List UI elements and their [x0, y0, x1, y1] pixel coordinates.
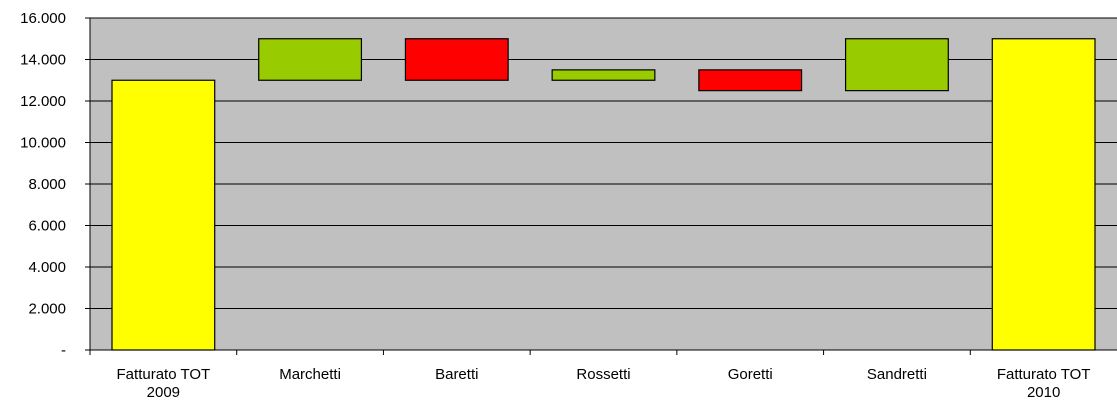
y-tick-label: 16.000 [20, 10, 66, 27]
x-axis-ticks: Fatturato TOT 2009 Marchetti Baretti Rossett… [89, 350, 1091, 400]
y-tick-label: 4.000 [28, 259, 66, 276]
bars [111, 38, 1096, 351]
category-label: Rossetti [576, 366, 630, 383]
bar [551, 69, 656, 81]
category-label: Goretti [728, 366, 773, 383]
category-label: Fatturato TOT 2010 [997, 366, 1091, 400]
bar [111, 79, 216, 351]
y-tick-label: 14.000 [20, 52, 66, 69]
y-axis-ticks: - 2.000 4.000 6.000 8.000 10.000 12.000 14.000 1… [20, 10, 90, 359]
bar [258, 38, 363, 81]
bar [844, 38, 949, 92]
category-label: Sandretti [867, 366, 927, 383]
bar [404, 38, 509, 81]
y-tick-label: 2.000 [28, 301, 66, 318]
category-label: Fatturato TOT 2009 [117, 366, 211, 400]
y-tick-label: 10.000 [20, 135, 66, 152]
y-tick-label: - [61, 342, 66, 359]
bar [698, 69, 803, 92]
y-tick-label: 12.000 [20, 93, 66, 110]
y-tick-label: 6.000 [28, 218, 66, 235]
bar [991, 38, 1096, 351]
category-label: Marchetti [279, 366, 341, 383]
y-tick-label: 8.000 [28, 176, 66, 193]
category-label: Baretti [435, 366, 478, 383]
